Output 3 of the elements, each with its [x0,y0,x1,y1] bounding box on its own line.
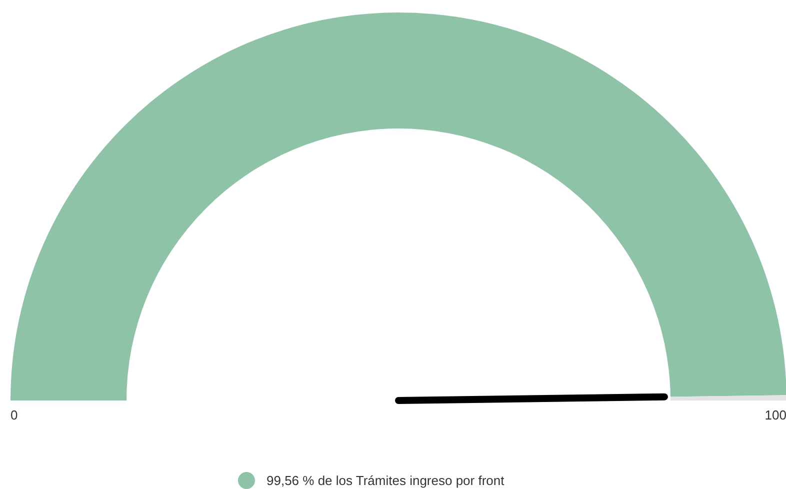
text: 100 [764,408,786,422]
legend-label: 99,56 % de los Trámites ingreso por front [266,473,505,488]
text: 0 [10,408,18,422]
